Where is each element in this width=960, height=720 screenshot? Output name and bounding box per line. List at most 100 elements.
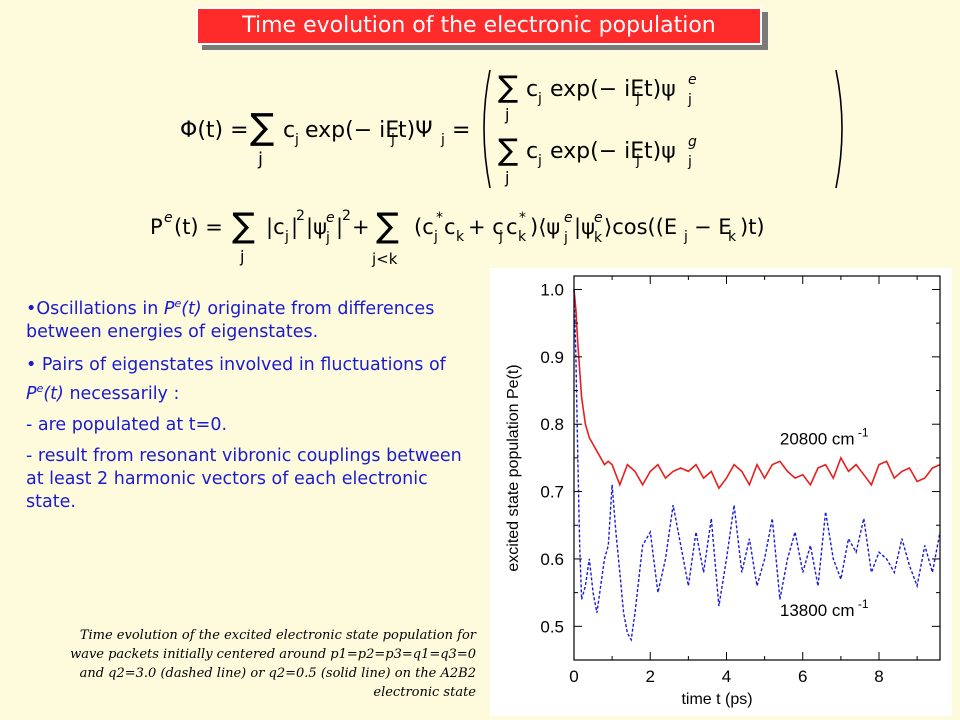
x-tick-label: 4 xyxy=(722,667,731,686)
svg-text:e: e xyxy=(688,72,697,88)
bullet-2: • Pairs of eigenstates involved in fluct… xyxy=(26,354,446,404)
svg-text:Φ(t) =: Φ(t) = xyxy=(180,118,249,143)
svg-text:⟩cos((E: ⟩cos((E xyxy=(604,215,677,239)
svg-text:k: k xyxy=(594,230,603,246)
bullet-1: •Oscillations in Pe(t) originate from di… xyxy=(26,297,435,342)
series-annotation: 20800 cm -1 xyxy=(780,425,869,448)
svg-text:k: k xyxy=(518,229,527,245)
svg-text:c: c xyxy=(526,77,538,102)
svg-text:c: c xyxy=(283,118,295,143)
y-tick-label: 0.9 xyxy=(540,348,564,367)
bullet-4: - result from resonant vibronic coupling… xyxy=(26,445,462,512)
svg-text:∑: ∑ xyxy=(250,107,274,148)
svg-text:∑: ∑ xyxy=(498,70,518,105)
caption-line-2: wave packets initially centered around p… xyxy=(70,647,476,662)
svg-text:− E: − E xyxy=(694,215,732,239)
svg-text:exp(− iE: exp(− iE xyxy=(550,139,644,164)
svg-text:2: 2 xyxy=(342,208,351,224)
svg-text:|: | xyxy=(336,215,343,240)
figure-caption: Time evolution of the excited electronic… xyxy=(20,626,476,702)
svg-text:j: j xyxy=(294,132,299,148)
svg-text:|: | xyxy=(291,215,298,240)
svg-text:j: j xyxy=(537,91,542,107)
svg-text:c: c xyxy=(444,215,456,239)
svg-text:j: j xyxy=(433,229,438,245)
svg-text:j: j xyxy=(498,229,503,245)
svg-text:j<k: j<k xyxy=(371,250,398,268)
y-tick-label: 1.0 xyxy=(540,280,564,299)
svg-text:j: j xyxy=(563,230,568,246)
svg-text:exp(− iE: exp(− iE xyxy=(305,118,399,143)
svg-text:e: e xyxy=(564,210,573,226)
x-tick-label: 0 xyxy=(569,667,578,686)
svg-text:j: j xyxy=(687,154,692,170)
svg-text:P: P xyxy=(150,215,163,239)
svg-text:|c: |c xyxy=(266,215,285,240)
svg-text:exp(− iE: exp(− iE xyxy=(550,77,644,102)
svg-text:*: * xyxy=(436,210,443,226)
svg-text:t)ψ: t)ψ xyxy=(644,77,676,102)
svg-text:(t) =: (t) = xyxy=(174,215,223,239)
svg-text:j: j xyxy=(390,132,395,148)
y-tick-label: 0.8 xyxy=(540,415,564,434)
svg-text:t)ψ: t)ψ xyxy=(644,139,676,164)
svg-text:j: j xyxy=(440,132,445,148)
svg-text:=: = xyxy=(452,118,470,143)
svg-text:t)Ψ: t)Ψ xyxy=(398,118,433,143)
svg-text:k: k xyxy=(456,229,465,245)
svg-text:j: j xyxy=(635,153,640,169)
x-axis-label: time t (ps) xyxy=(681,691,752,708)
svg-text:j: j xyxy=(537,153,542,169)
y-tick-label: 0.7 xyxy=(540,483,564,502)
svg-text:|ψ: |ψ xyxy=(306,215,327,240)
dashed-series-line xyxy=(573,289,941,642)
svg-text:)⟨ψ: )⟨ψ xyxy=(530,215,560,239)
x-tick-label: 6 xyxy=(798,667,807,686)
svg-text:∑: ∑ xyxy=(498,133,518,168)
svg-text:j: j xyxy=(687,92,692,108)
svg-text:*: * xyxy=(519,210,526,226)
svg-text:g: g xyxy=(688,134,697,150)
svg-text:e: e xyxy=(164,210,173,226)
svg-text:c: c xyxy=(506,215,518,239)
svg-text:e: e xyxy=(594,210,603,226)
bullet-3: - are populated at t=0. xyxy=(26,414,228,435)
bullet-list: •Oscillations in Pe(t) originate from di… xyxy=(26,292,466,524)
caption-line-1: Time evolution of the excited electronic… xyxy=(79,628,476,643)
svg-text:k: k xyxy=(728,229,737,245)
svg-text:j: j xyxy=(325,230,330,246)
slide-title: Time evolution of the electronic populat… xyxy=(196,7,762,45)
svg-text:j: j xyxy=(504,105,509,124)
population-chart: 0 2 4 6 8 0.5 0.6 0.7 0.8 0.9 1.0 20800 cm -1 13800 … xyxy=(505,275,941,708)
svg-text:j: j xyxy=(257,149,263,170)
svg-text:+: + xyxy=(352,215,370,239)
y-tick-label: 0.5 xyxy=(540,617,564,636)
svg-text:+ c: + c xyxy=(468,215,504,239)
svg-text:∑: ∑ xyxy=(232,206,255,246)
svg-text:j: j xyxy=(635,91,640,107)
caption-line-4: electronic state xyxy=(373,685,476,700)
svg-text:∑: ∑ xyxy=(376,206,399,246)
svg-text:2: 2 xyxy=(296,208,305,224)
chart-container: 0 2 4 6 8 0.5 0.6 0.7 0.8 0.9 1.0 20800 cm -1 13800 … xyxy=(490,268,952,716)
y-tick-label: 0.6 xyxy=(540,550,564,569)
svg-text:|ψ: |ψ xyxy=(574,215,595,240)
svg-text:j: j xyxy=(239,247,244,266)
svg-text:)t): )t) xyxy=(740,215,765,239)
solid-series-line xyxy=(573,289,941,490)
svg-text:c: c xyxy=(526,139,538,164)
svg-text:j: j xyxy=(504,168,509,187)
svg-text:(c: (c xyxy=(414,215,434,239)
plot-frame xyxy=(573,275,941,661)
caption-line-3: and q2=3.0 (dashed line) or q2=0.5 (soli… xyxy=(79,666,476,681)
svg-text:j: j xyxy=(683,229,688,245)
x-tick-label: 8 xyxy=(874,667,883,686)
svg-text:j: j xyxy=(284,229,289,245)
y-axis-label: excited state population Pe(t) xyxy=(505,364,522,571)
series-annotation: 13800 cm -1 xyxy=(780,597,869,620)
x-tick-label: 2 xyxy=(646,667,655,686)
svg-text:e: e xyxy=(326,210,335,226)
